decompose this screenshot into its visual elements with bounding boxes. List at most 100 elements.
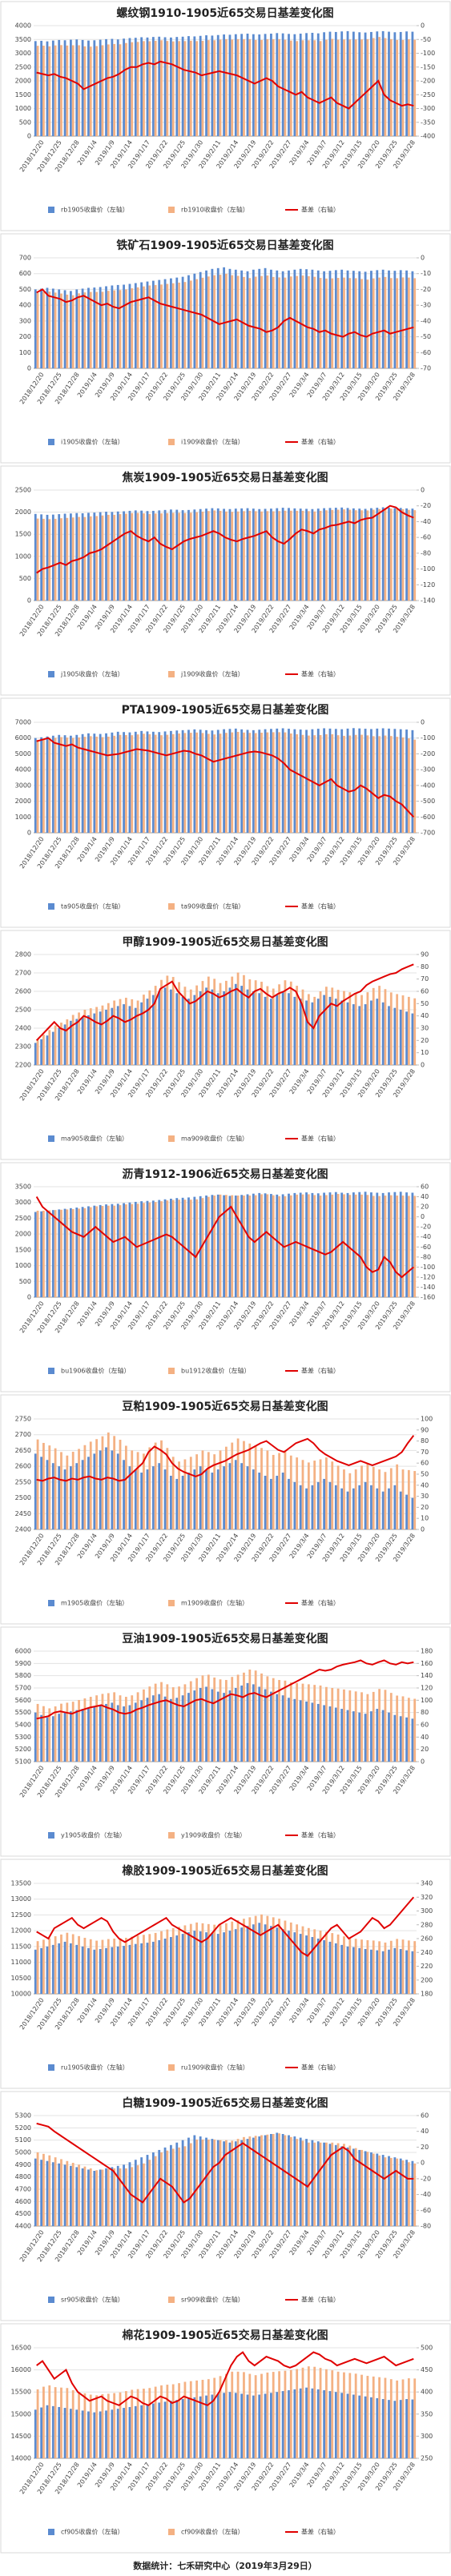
bar [236,2371,240,2458]
bar [42,738,45,833]
bar [248,510,252,601]
bar [81,1017,84,1065]
bar [148,1447,151,1529]
bar [225,2140,228,2226]
bar [95,736,99,833]
bar [228,34,232,137]
bar [201,2139,204,2226]
bar [346,1946,349,1994]
bar [401,2379,405,2458]
bar [105,38,107,136]
y2-tick-label: -60 [421,1244,431,1251]
bar [189,733,192,833]
bar [240,1463,244,1529]
bar [48,2385,51,2458]
bar [352,728,355,833]
bar [170,730,172,833]
bar [296,1457,299,1529]
bar [189,989,192,1065]
bar [366,1463,369,1529]
y2-tick-label: -200 [421,78,435,85]
bar [260,1673,263,1762]
bar [319,1685,322,1762]
chart-title: 螺纹钢1910-1905近65交易日基差变化图 [116,6,333,20]
bar [378,1689,381,1762]
bar [305,1935,308,1994]
bar [128,1466,131,1529]
bar [223,991,225,1065]
bar [111,732,114,833]
bar [231,512,234,601]
bar [346,30,349,137]
bar [83,1208,87,1297]
bar [396,1939,399,1994]
bar [305,2387,308,2458]
bar [260,982,263,1065]
bar [299,729,302,833]
y2-tick-label: -100 [421,50,435,57]
bar [331,509,334,601]
bar [340,31,344,137]
bar [231,1442,234,1529]
bar [293,1698,296,1762]
bar [399,2400,402,2458]
bar [272,1678,275,1762]
bar [399,729,402,833]
bar [195,2380,199,2458]
bar [107,2393,110,2458]
bar [411,1497,414,1529]
bar [201,1450,204,1529]
bar [381,1192,385,1297]
y-tick-label: 2800 [15,951,31,958]
bar [63,1208,66,1297]
bar [48,519,51,601]
bar [319,2142,322,2226]
bar [372,278,375,368]
bar [42,291,45,368]
bar [146,2404,149,2458]
bar [288,993,290,1065]
bar [101,45,104,137]
chart-title: 棉花1909-1905近65交易日基差变化图 [122,2329,328,2342]
bar [389,2379,393,2458]
bar [148,1934,151,1994]
bar [211,1473,214,1529]
bar [313,2366,316,2458]
bar [364,271,367,368]
bar [389,508,393,601]
bar [293,34,296,136]
bar [193,2135,196,2226]
bar [316,729,320,833]
bar [246,2394,249,2458]
bar [319,278,322,368]
bar [54,737,57,833]
bar [216,1691,219,1762]
bar [171,1927,175,1994]
bar [154,40,157,136]
bar [211,268,214,368]
y2-tick-label: 350 [421,2410,433,2417]
bar [178,1686,180,1762]
bar [213,1196,216,1297]
bar [305,33,308,136]
bar [105,733,107,833]
bar [328,1192,332,1297]
bar [124,1204,127,1297]
bar [131,999,134,1065]
bar [170,2401,172,2458]
bar [207,276,210,368]
bar [36,292,39,368]
bar [319,510,322,601]
bar [272,1917,275,1994]
bar [266,1450,269,1529]
bar [346,1491,349,1529]
bar [228,1463,232,1529]
bar [193,273,196,368]
bar [134,1469,137,1529]
bar [278,2371,280,2458]
bar [252,34,255,136]
bar [311,2388,314,2458]
bar [71,295,74,368]
bar [81,1460,84,1529]
bar [246,34,249,136]
